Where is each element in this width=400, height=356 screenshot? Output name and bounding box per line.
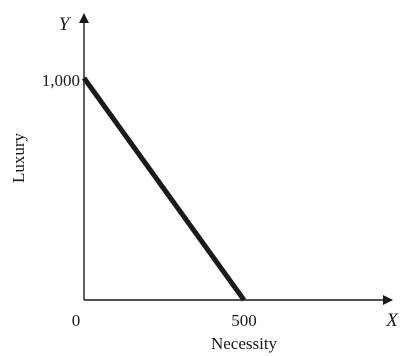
x-axis-letter: X [385, 310, 399, 331]
y-axis-title: Luxury [9, 132, 28, 183]
origin-label: 0 [72, 311, 81, 330]
budget-line [81, 76, 247, 302]
y-tick-label: 1,000 [42, 71, 80, 90]
y-axis-letter: Y [59, 14, 72, 35]
x-axis-title: Necessity [211, 334, 278, 353]
x-tick-label: 500 [231, 311, 257, 330]
